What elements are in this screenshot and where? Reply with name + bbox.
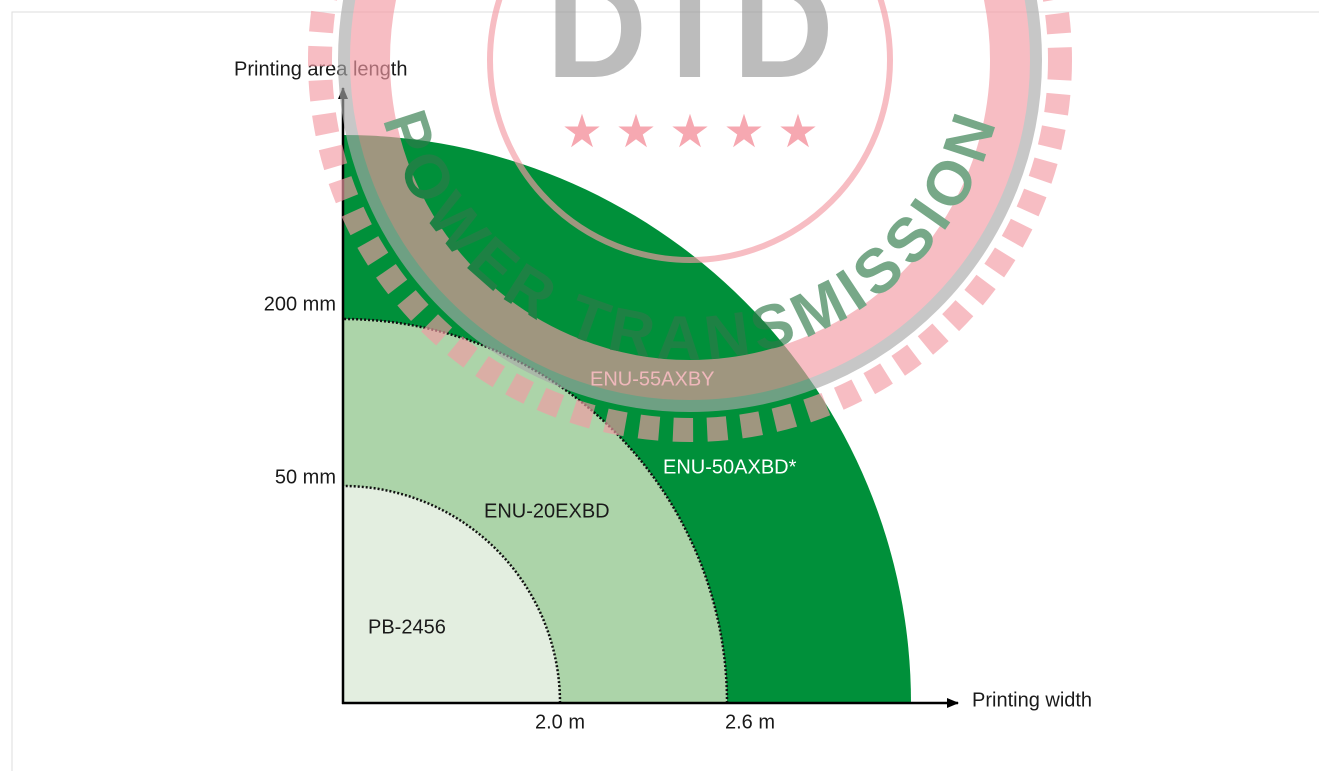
y-tick-label: 200 mm [264, 293, 336, 315]
frame [11, 11, 1319, 776]
region-inner [343, 486, 560, 703]
x-axis-label: Printing width [972, 689, 1092, 711]
region-label: ENU-20EXBD [484, 500, 610, 522]
seal-inner-ring [487, 0, 893, 263]
region-label: ENU-50AXBD* [663, 456, 797, 478]
y-tick-label: 50 mm [275, 466, 336, 488]
x-tick-label: 2.0 m [535, 711, 585, 733]
seal-stars: ★ ★ ★ ★ ★ [561, 105, 818, 157]
seal-ring [338, 0, 1042, 412]
seal-teeth [308, 0, 1072, 442]
dotted-arc [342, 484, 562, 704]
region-label: PB-2456 [368, 616, 446, 638]
seal-logo: DTD [546, 0, 834, 107]
seal-band [350, 0, 1030, 400]
x-tick-label: 2.6 m [725, 711, 775, 733]
